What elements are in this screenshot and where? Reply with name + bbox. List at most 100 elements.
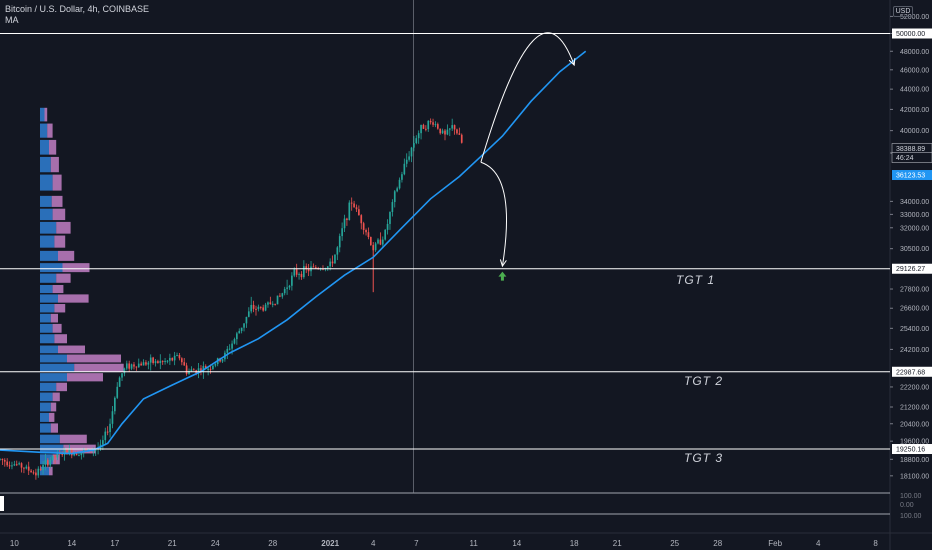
y-tick-label: 46000.00 — [900, 67, 929, 74]
y-tick-label: 48000.00 — [900, 49, 929, 56]
candle-body — [68, 449, 71, 455]
x-tick-label: 14 — [512, 539, 521, 548]
candle-body — [114, 397, 116, 412]
candle-body — [66, 449, 68, 455]
volume-profile-bar-buy — [40, 345, 58, 354]
candle-body — [456, 129, 458, 134]
candle-body — [85, 449, 87, 451]
volume-profile-bar-sell — [54, 235, 66, 248]
candle-body — [54, 455, 56, 458]
candle-body — [25, 466, 28, 469]
candle-body — [288, 285, 291, 288]
x-tick-label: 10 — [10, 539, 19, 548]
candle-body — [245, 316, 248, 324]
price-tag-text: 50000.00 — [896, 31, 925, 38]
x-tick-label: 4 — [816, 539, 821, 548]
x-tick-label: 17 — [110, 539, 119, 548]
indicator-tick-label: 100.00 — [900, 493, 922, 500]
candle-body — [37, 468, 40, 476]
volume-profile-bar-buy — [40, 107, 45, 122]
candle-body — [152, 357, 154, 364]
candle-body — [128, 363, 131, 369]
volume-profile-bar-buy — [40, 323, 53, 333]
volume-profile-bar-buy — [40, 294, 58, 303]
candle-body — [346, 218, 348, 221]
candle-body — [166, 360, 169, 362]
y-tick-label: 40000.00 — [900, 128, 929, 135]
volume-profile-bar-buy — [40, 334, 55, 344]
candle-body — [207, 368, 209, 370]
candle-body — [171, 357, 174, 361]
volume-profile-bar-buy — [40, 434, 60, 444]
candle-body — [142, 362, 145, 366]
indicator-pane-marker — [0, 496, 4, 511]
candle-body — [255, 308, 257, 310]
candle-body — [386, 223, 389, 230]
volume-profile-bar-buy — [40, 284, 53, 294]
x-tick-label: Feb — [768, 539, 782, 548]
candle-body — [145, 362, 147, 365]
candle-body — [384, 229, 387, 240]
candle-body — [391, 202, 394, 213]
candle-body — [42, 464, 44, 471]
annotation-arrowhead — [499, 259, 507, 268]
annotation-curve — [480, 161, 507, 267]
candle-body — [286, 287, 288, 289]
candle-body — [398, 179, 401, 189]
candle-body — [432, 122, 434, 125]
y-tick-label: 18800.00 — [900, 457, 929, 464]
candle-body — [451, 125, 454, 129]
y-tick-label: 42000.00 — [900, 107, 929, 114]
y-tick-label: 20400.00 — [900, 421, 929, 428]
candle-body — [75, 452, 78, 456]
candle-body — [240, 327, 243, 331]
candle-body — [410, 147, 413, 157]
volume-profile-bar-buy — [40, 313, 51, 323]
y-tick-label: 33000.00 — [900, 212, 929, 219]
candle-body — [87, 449, 90, 451]
volume-profile-bar-buy — [40, 123, 48, 138]
candle-body — [341, 228, 343, 237]
candle-body — [269, 302, 272, 305]
candle-body — [212, 365, 214, 370]
y-tick-label: 30500.00 — [900, 246, 929, 253]
candle-body — [405, 159, 408, 164]
volume-profile-bar-buy — [40, 454, 53, 465]
candle-body — [23, 467, 25, 469]
volume-profile-bar-buy — [40, 412, 49, 422]
volume-profile-bar-sell — [52, 454, 60, 465]
candle-body — [434, 124, 437, 126]
candle-body — [279, 295, 281, 297]
candle-body — [130, 364, 133, 369]
candle-body — [247, 311, 250, 317]
indicator-tick-label: 100.00 — [900, 513, 922, 520]
ma-price-tag-text: 36123.53 — [896, 173, 925, 180]
x-tick-label: 28 — [268, 539, 277, 548]
currency-badge[interactable]: USD — [893, 6, 913, 17]
candle-body — [389, 212, 391, 224]
candle-body — [147, 362, 150, 365]
volume-profile-bar-sell — [52, 284, 64, 294]
candle-body — [360, 215, 363, 224]
candle-body — [183, 362, 186, 366]
candle-body — [104, 431, 107, 441]
candle-body — [185, 365, 188, 374]
volume-profile-bar-sell — [67, 373, 103, 382]
candle-body — [169, 357, 171, 361]
candle-body — [27, 466, 30, 471]
candle-body — [94, 449, 97, 451]
candle-body — [80, 452, 83, 456]
moving-average-line — [0, 50, 587, 455]
candle-body — [228, 348, 231, 350]
volume-profile-bar-sell — [50, 313, 58, 323]
candle-body — [233, 339, 236, 344]
candle-body — [267, 302, 269, 305]
candle-body — [32, 472, 35, 474]
candle-body — [379, 239, 382, 245]
x-tick-label: 21 — [613, 539, 622, 548]
price-tag: 22987.68 — [892, 366, 932, 377]
candle-body — [221, 359, 224, 362]
candle-body — [367, 232, 370, 238]
